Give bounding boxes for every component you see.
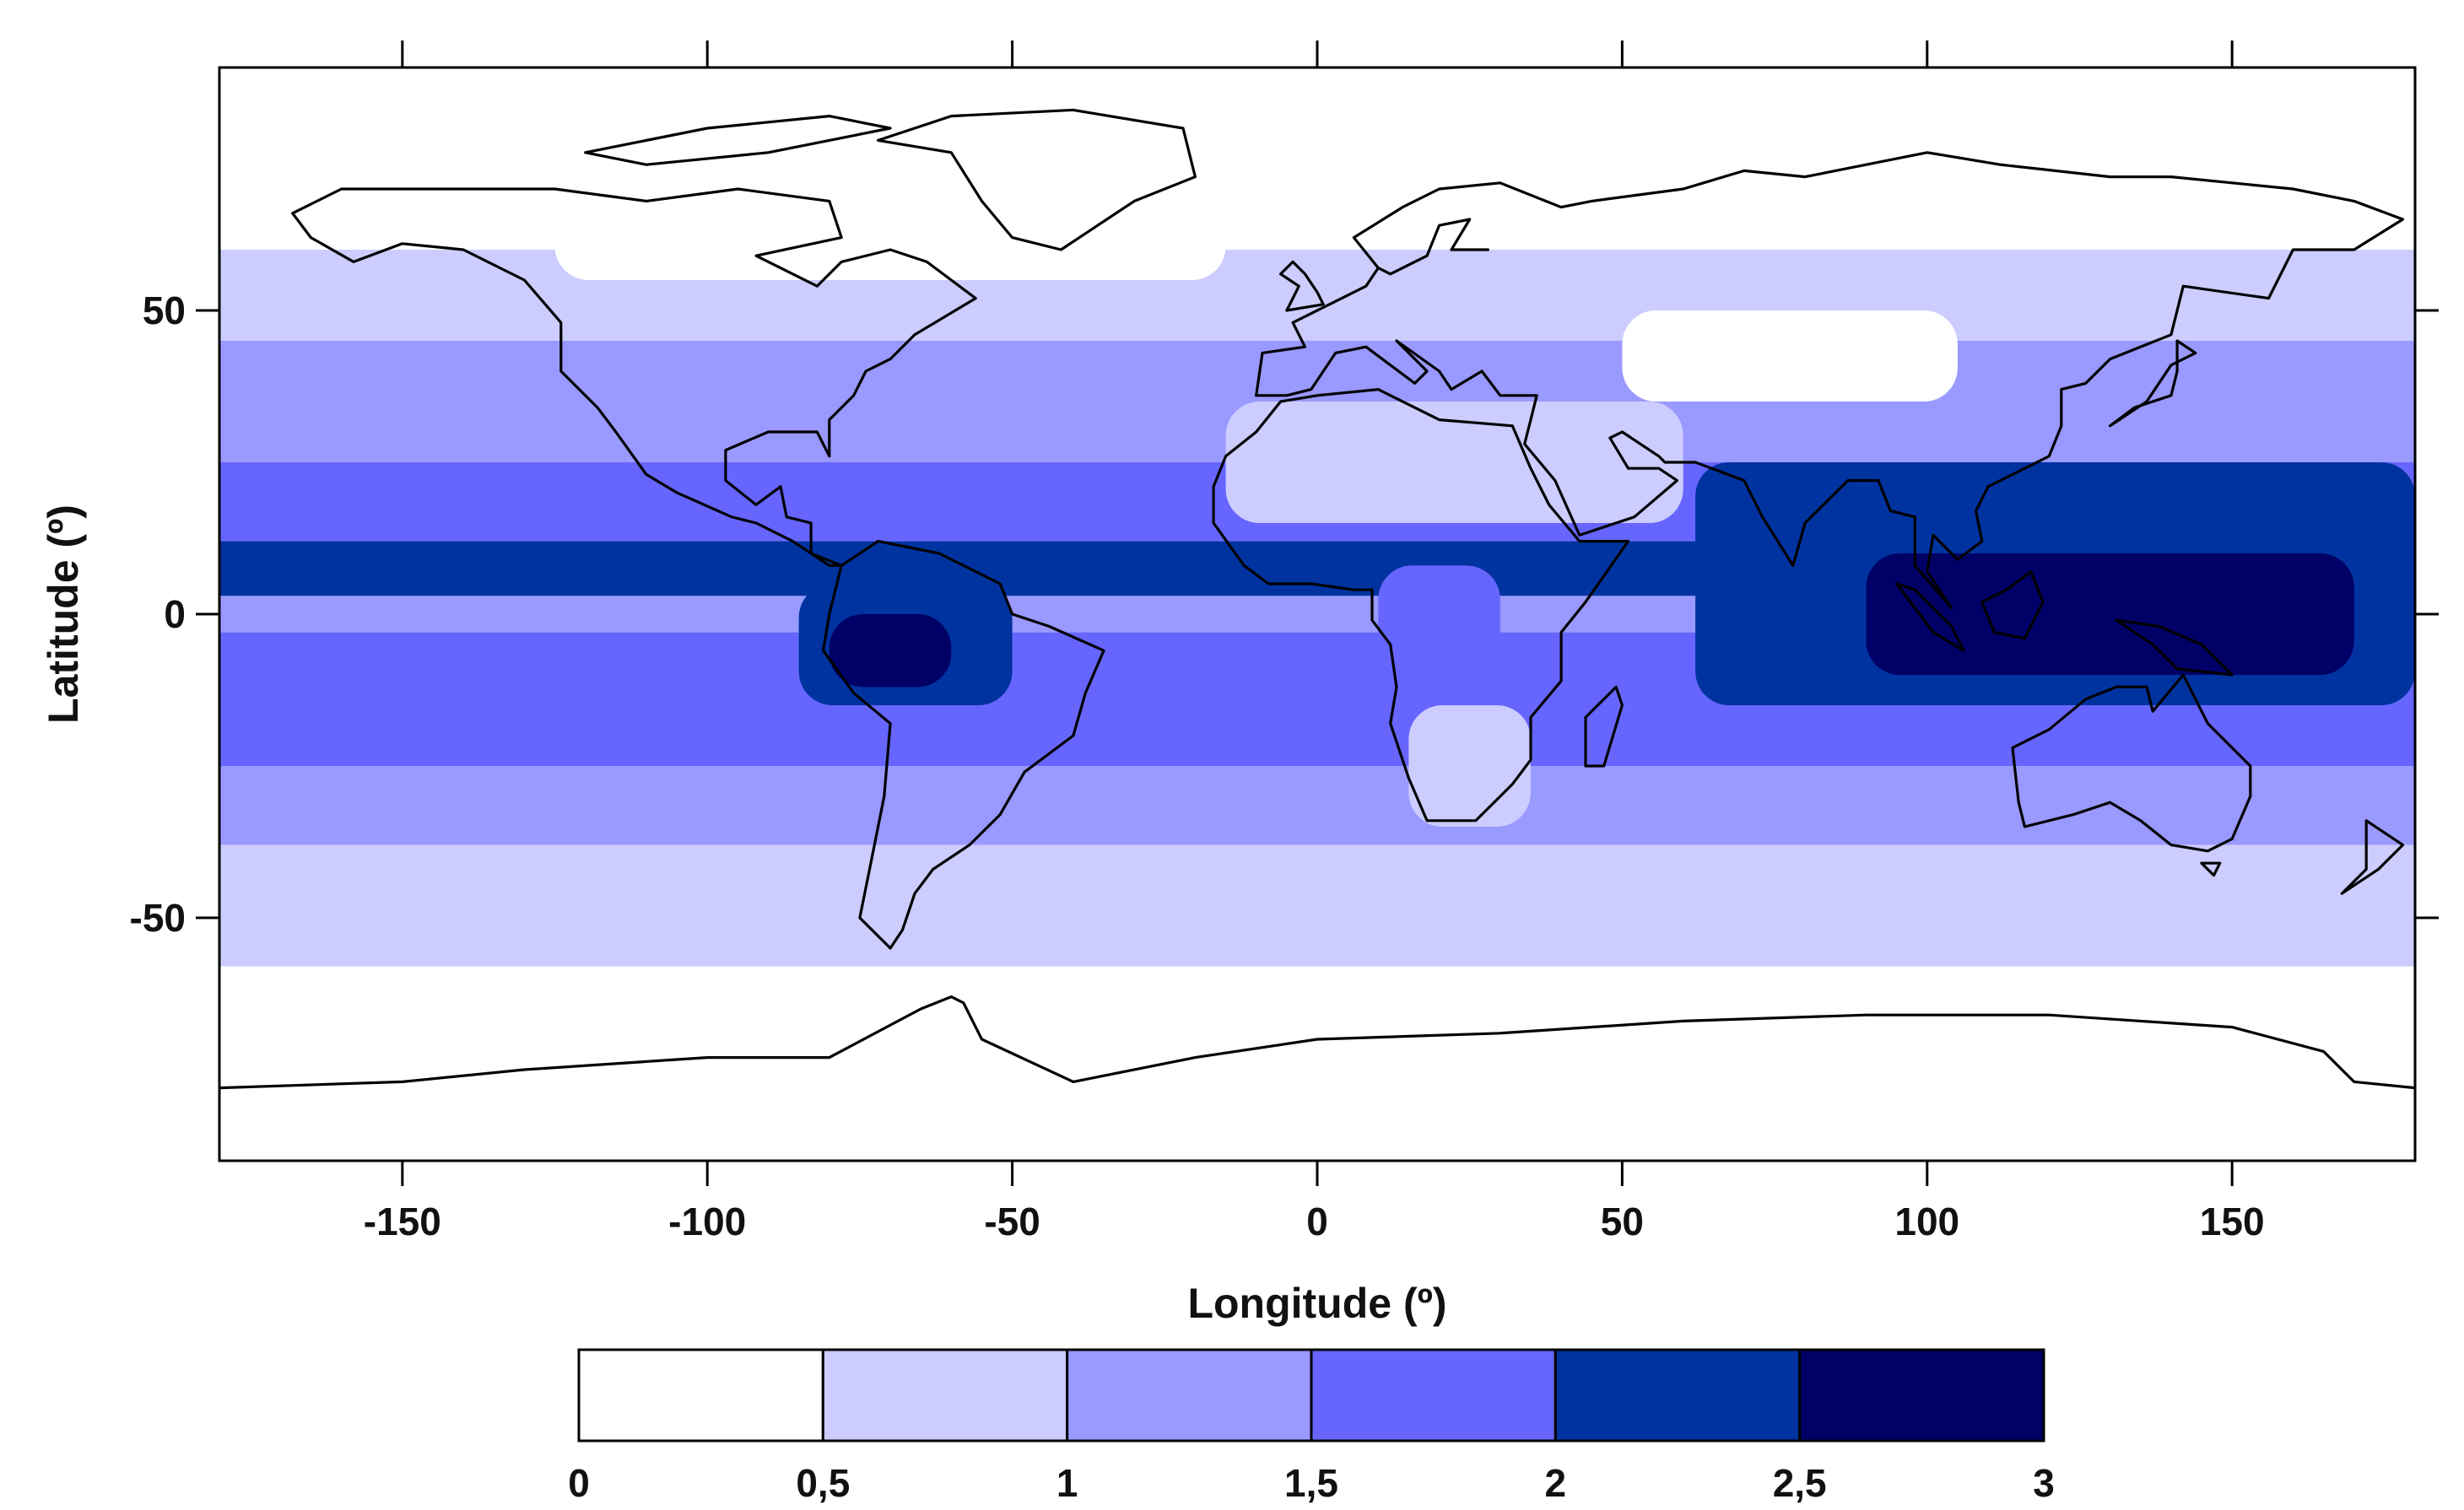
colorbar-tick-label: 3 [2033, 1461, 2055, 1505]
colorbar-swatch [1554, 1348, 1802, 1443]
field-band-8 [219, 844, 2415, 967]
x-tick-label: 100 [1894, 1200, 1959, 1243]
coastline-madagascar [1584, 685, 1624, 768]
colorbar-swatch [1066, 1348, 1313, 1443]
coastline-eurasia [1255, 151, 2405, 610]
coastline-sumatra [1895, 582, 1965, 652]
colorbar-swatch [821, 1348, 1069, 1443]
x-tick-label: -100 [668, 1200, 746, 1243]
colorbar-tick-label: 1,5 [1284, 1461, 1338, 1505]
y-tick-label: 0 [164, 592, 186, 636]
coastline-scandinavia-baltic [1376, 218, 1490, 276]
field-region-3 [1408, 705, 1531, 827]
field-band-9 [219, 966, 2415, 1161]
coastline-south-america [821, 539, 1105, 950]
field-band-7 [219, 766, 2415, 845]
coastline-australia [2011, 673, 2252, 853]
x-tick-label: 0 [1306, 1200, 1328, 1243]
y-axis: -50 0 50 [130, 289, 2439, 940]
coastlines [219, 108, 2415, 1090]
precipitation-field [219, 67, 2415, 1161]
y-tick-label: 50 [143, 289, 186, 332]
colorbar-swatch [1310, 1348, 1557, 1443]
x-tick-label: 150 [2200, 1200, 2265, 1243]
coastline-borneo [1980, 569, 2045, 640]
field-region-4 [1378, 565, 1500, 675]
colorbar: 0 0,5 1 1,5 2 2,5 3 [568, 1348, 2055, 1505]
field-band-1 [219, 250, 2415, 341]
field-region-8 [1866, 553, 2354, 675]
colorbar-tick-label: 0,5 [796, 1461, 850, 1505]
colorbar-swatch [1798, 1348, 2045, 1443]
coastline-greenland [876, 108, 1197, 251]
coastline-new-zealand [2340, 819, 2405, 895]
x-axis-title: Longitude (º) [1187, 1280, 1446, 1327]
field-region-2 [554, 98, 1226, 280]
field-region-1 [1622, 310, 1958, 402]
coastline-antarctica [219, 995, 2415, 1090]
x-tick-label: -50 [984, 1200, 1040, 1243]
x-tick-label: -150 [364, 1200, 441, 1243]
coastline-japan [2109, 339, 2197, 428]
colorbar-tick-label: 0 [568, 1461, 590, 1505]
colorbar-swatch [577, 1348, 824, 1443]
colorbar-tick-label: 2,5 [1773, 1461, 1827, 1505]
colorbar-tick-label: 1 [1056, 1461, 1078, 1505]
coastline-africa [1212, 388, 1630, 822]
coastline-tasmania [2200, 861, 2222, 877]
y-axis-title: Latitude (º) [40, 504, 87, 724]
y-tick-label: -50 [130, 896, 186, 940]
x-axis: -150 -100 -50 0 50 100 150 [364, 40, 2265, 1243]
field-region-0 [1225, 402, 1683, 523]
coastline-arctic-islands [584, 115, 892, 166]
field-band-0 [219, 67, 2415, 250]
x-tick-label: 50 [1601, 1200, 1644, 1243]
coastline-great-britain [1278, 260, 1325, 312]
coastline-north-america [291, 187, 977, 568]
colorbar-tick-label: 2 [1545, 1461, 1567, 1505]
field-region-7 [829, 614, 952, 688]
coastline-new-guinea [2115, 618, 2234, 677]
